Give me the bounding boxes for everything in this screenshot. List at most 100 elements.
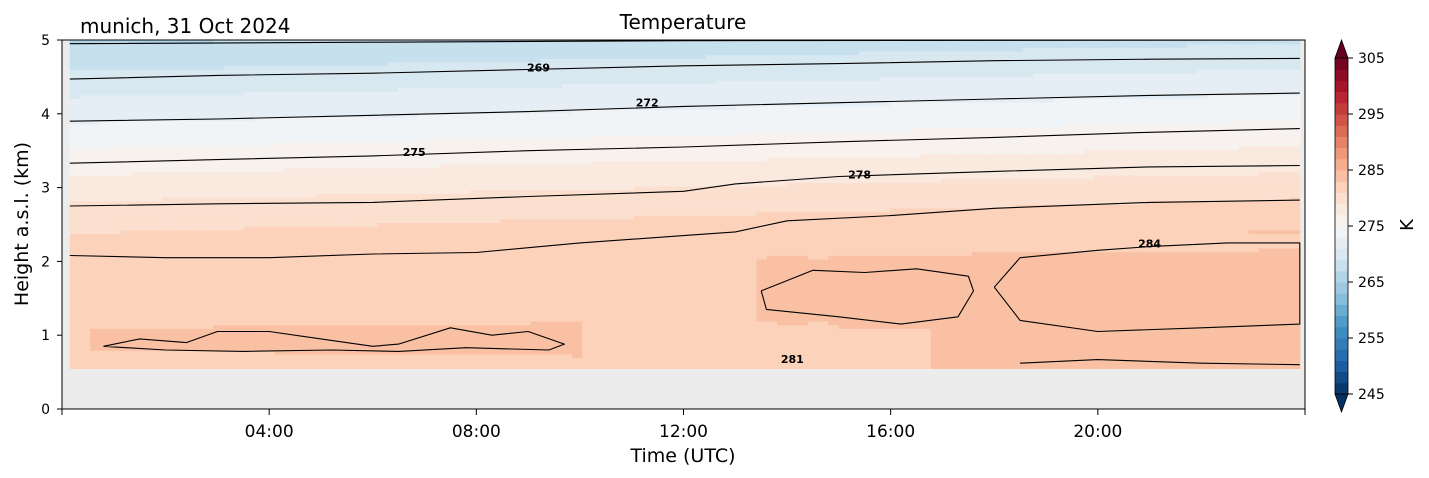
temperature-cell: [541, 65, 553, 70]
temperature-cell: [500, 80, 512, 85]
temperature-cell: [213, 142, 225, 147]
temperature-cell: [449, 211, 460, 216]
temperature-cell: [264, 346, 276, 351]
temperature-cell: [121, 65, 132, 70]
temperature-cell: [438, 196, 450, 202]
temperature-cell: [203, 269, 214, 275]
temperature-cell: [151, 350, 163, 355]
temperature-cell: [551, 83, 563, 89]
temperature-cell: [162, 178, 173, 183]
temperature-cell: [264, 142, 276, 147]
temperature-cell: [428, 310, 440, 315]
temperature-cell: [613, 185, 624, 191]
temperature-cell: [295, 120, 307, 125]
temperature-cell: [295, 357, 307, 362]
temperature-cell: [305, 266, 317, 271]
temperature-cell: [264, 65, 276, 70]
temperature-cell: [346, 105, 358, 110]
temperature-cell: [387, 215, 399, 220]
temperature-cell: [172, 364, 184, 370]
temperature-cell: [203, 288, 214, 293]
temperature-cell: [274, 317, 286, 322]
temperature-cell: [356, 83, 368, 89]
temperature-cell: [131, 320, 143, 326]
temperature-cell: [397, 167, 409, 172]
temperature-cell: [233, 61, 245, 67]
temperature-cell: [428, 361, 440, 366]
temperature-cell: [428, 185, 440, 191]
temperature-cell: [285, 346, 296, 351]
temperature-cell: [541, 196, 553, 202]
temperature-cell: [367, 269, 378, 275]
temperature-cell: [203, 313, 214, 318]
temperature-cell: [469, 65, 481, 70]
temperature-cell: [633, 222, 645, 227]
temperature-cell: [449, 364, 460, 370]
temperature-cell: [213, 87, 225, 92]
temperature-cell: [633, 346, 645, 351]
temperature-cell: [151, 233, 163, 238]
temperature-cell: [561, 328, 573, 333]
temperature-cell: [192, 226, 204, 231]
temperature-cell: [479, 342, 491, 348]
temperature-cell: [315, 247, 327, 253]
temperature-cell: [449, 134, 460, 140]
temperature-cell: [285, 149, 296, 154]
temperature-cell: [613, 339, 624, 344]
temperature-cell: [326, 182, 337, 187]
temperature-cell: [336, 222, 348, 227]
temperature-cell: [531, 273, 542, 278]
temperature-cell: [572, 80, 583, 85]
temperature-cell: [551, 149, 563, 154]
temperature-cell: [500, 302, 512, 307]
temperature-cell: [274, 280, 286, 286]
temperature-cell: [469, 182, 481, 187]
temperature-cell: [326, 142, 337, 147]
temperature-cell: [264, 247, 276, 253]
temperature-cell: [274, 229, 286, 234]
temperature-cell: [582, 40, 594, 45]
temperature-cell: [162, 200, 173, 205]
temperature-cell: [561, 50, 573, 56]
temperature-cell: [90, 87, 102, 92]
temperature-cell: [264, 171, 276, 176]
temperature-cell: [490, 102, 501, 107]
temperature-cell: [367, 149, 378, 154]
temperature-cell: [449, 61, 460, 67]
temperature-cell: [602, 353, 614, 359]
temperature-cell: [387, 306, 399, 311]
temperature-cell: [510, 116, 522, 121]
temperature-cell: [367, 127, 378, 132]
temperature-cell: [500, 167, 512, 172]
temperature-cell: [244, 258, 255, 264]
temperature-cell: [90, 40, 102, 45]
temperature-cell: [346, 229, 358, 234]
temperature-cell: [469, 193, 481, 198]
temperature-cell: [192, 80, 204, 85]
temperature-cell: [387, 182, 399, 187]
temperature-cell: [428, 105, 440, 110]
temperature-cell: [172, 288, 184, 293]
temperature-cell: [346, 160, 358, 165]
temperature-cell: [162, 54, 173, 59]
temperature-cell: [377, 72, 389, 78]
temperature-cell: [305, 171, 317, 176]
temperature-cell: [305, 306, 317, 311]
temperature-cell: [90, 310, 102, 315]
temperature-cell: [356, 50, 368, 56]
temperature-cell: [264, 331, 276, 337]
temperature-cell: [479, 288, 491, 293]
temperature-cell: [531, 255, 542, 260]
temperature-cell: [592, 156, 604, 162]
temperature-cell: [551, 262, 563, 267]
temperature-cell: [572, 40, 583, 45]
temperature-cell: [418, 295, 430, 300]
temperature-cell: [500, 76, 512, 81]
temperature-cell: [192, 280, 204, 286]
temperature-cell: [336, 258, 348, 264]
temperature-cell: [141, 320, 153, 326]
temperature-cell: [69, 226, 81, 231]
temperature-cell: [274, 233, 286, 238]
temperature-cell: [80, 175, 91, 180]
temperature-cell: [295, 306, 307, 311]
